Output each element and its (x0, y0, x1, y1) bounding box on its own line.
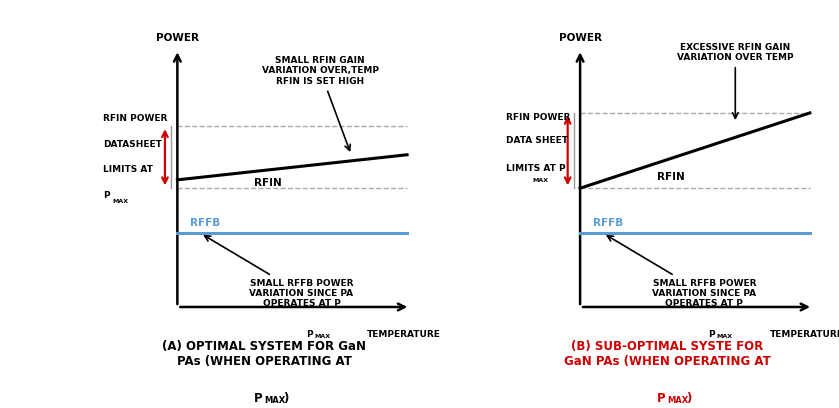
Text: SMALL RFFB POWER
VARIATION SINCE PA
OPERATES AT P: SMALL RFFB POWER VARIATION SINCE PA OPER… (607, 236, 756, 308)
Text: LIMITS AT: LIMITS AT (103, 166, 153, 175)
Text: MAX: MAX (314, 335, 330, 339)
Text: ): ) (685, 392, 691, 405)
Text: MAX: MAX (532, 178, 548, 183)
Text: (B) SUB-OPTIMAL SYSTE FOR
GaN PAs (WHEN OPERATING AT: (B) SUB-OPTIMAL SYSTE FOR GaN PAs (WHEN … (564, 340, 770, 368)
Text: RFIN: RFIN (254, 178, 282, 188)
Text: MAX: MAX (717, 335, 732, 339)
Text: DATA SHEET: DATA SHEET (506, 136, 567, 145)
Text: SMALL RFFB POWER
VARIATION SINCE PA
OPERATES AT P: SMALL RFFB POWER VARIATION SINCE PA OPER… (205, 236, 353, 308)
Text: P: P (708, 330, 715, 339)
Text: POWER: POWER (156, 33, 199, 43)
Text: MAX: MAX (264, 396, 285, 405)
Text: RFFB: RFFB (592, 218, 623, 228)
Text: EXCESSIVE RFIN GAIN
VARIATION OVER TEMP: EXCESSIVE RFIN GAIN VARIATION OVER TEMP (677, 43, 794, 118)
Text: TEMPERATURE: TEMPERATURE (769, 330, 839, 339)
Text: (A) OPTIMAL SYSTEM FOR GaN
PAs (WHEN OPERATING AT: (A) OPTIMAL SYSTEM FOR GaN PAs (WHEN OPE… (162, 340, 367, 368)
Text: P: P (254, 392, 263, 405)
Text: P: P (103, 191, 109, 200)
Text: TEMPERATURE: TEMPERATURE (367, 330, 441, 339)
Text: DATASHEET: DATASHEET (103, 140, 162, 149)
Text: RFIN POWER: RFIN POWER (103, 114, 167, 123)
Text: P: P (305, 330, 312, 339)
Text: MAX: MAX (667, 396, 688, 405)
Text: MAX: MAX (112, 199, 129, 204)
Text: RFIN: RFIN (657, 172, 685, 182)
Text: SMALL RFIN GAIN
VARIATION OVER,TEMP
RFIN IS SET HIGH: SMALL RFIN GAIN VARIATION OVER,TEMP RFIN… (262, 56, 378, 151)
Text: LIMITS AT P: LIMITS AT P (506, 164, 565, 173)
Text: ): ) (283, 392, 289, 405)
Text: P: P (657, 392, 665, 405)
Text: RFIN POWER: RFIN POWER (506, 113, 570, 122)
Text: RFFB: RFFB (190, 218, 220, 228)
Text: POWER: POWER (559, 33, 602, 43)
